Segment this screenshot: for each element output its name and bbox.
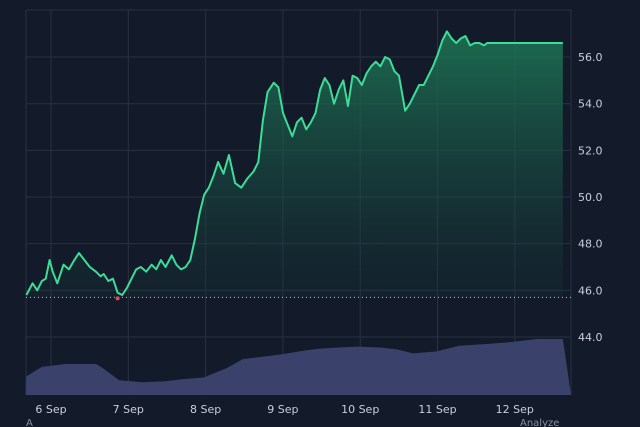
y-tick-label: 52.0 [578,144,603,157]
y-axis-ticks: 44.0 46.0 48.0 50.0 52.0 54.0 56.0 [578,51,603,344]
y-tick-label: 56.0 [578,51,603,64]
clipped-left-label: A [26,418,33,427]
x-tick-label: 8 Sep [190,403,221,416]
y-tick-label: 50.0 [578,191,603,204]
y-tick-label: 44.0 [578,331,603,344]
x-tick-label: 6 Sep [35,403,66,416]
clipped-right-label: Analyze [520,418,559,427]
y-tick-label: 54.0 [578,98,603,111]
series-line [25,30,563,297]
baseline [26,296,571,301]
x-tick-label: 10 Sep [341,403,379,416]
x-tick-label: 12 Sep [496,403,534,416]
y-tick-label: 48.0 [578,238,603,251]
area-fill [26,31,563,395]
x-tick-label: 7 Sep [113,403,144,416]
x-tick-label: 9 Sep [267,403,298,416]
x-tick-label: 11 Sep [418,403,456,416]
x-axis-ticks: 6 Sep 7 Sep 8 Sep 9 Sep 10 Sep 11 Sep 12 Sep [35,403,534,416]
area-path [26,31,563,395]
volume-bars [26,338,571,395]
price-line [25,30,563,297]
low-marker [115,296,120,301]
volume-area [26,338,571,395]
y-tick-label: 46.0 [578,284,603,297]
